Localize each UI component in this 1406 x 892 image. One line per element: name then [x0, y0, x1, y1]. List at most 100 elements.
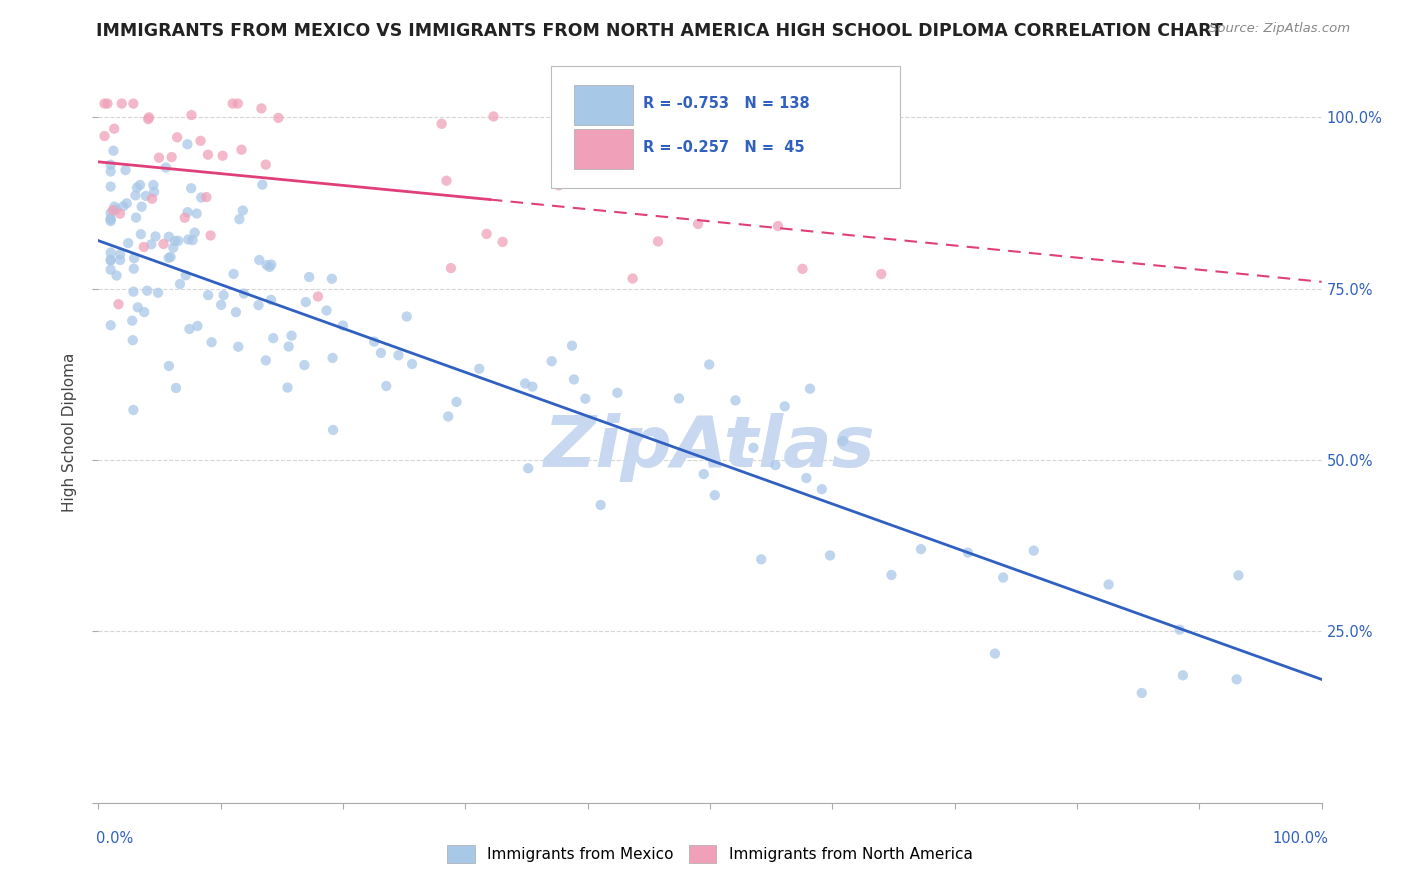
Point — [212, 288, 235, 302]
Point — [697, 358, 720, 372]
Point — [1022, 543, 1045, 558]
Point — [125, 211, 148, 225]
Point — [252, 178, 274, 192]
Point — [315, 303, 337, 318]
Point — [232, 286, 254, 301]
Point — [176, 205, 198, 219]
Point — [1130, 686, 1153, 700]
Point — [956, 546, 979, 560]
Point — [108, 247, 131, 261]
Point — [181, 233, 204, 247]
Point — [247, 298, 270, 312]
Point — [221, 96, 243, 111]
Point — [122, 251, 145, 265]
Point — [250, 102, 273, 116]
Point — [101, 203, 124, 218]
Point — [322, 351, 344, 365]
Point — [322, 423, 344, 437]
Point — [125, 180, 148, 194]
Point — [792, 261, 814, 276]
Point — [200, 228, 222, 243]
Point — [468, 361, 491, 376]
Point — [160, 150, 183, 164]
Point — [146, 285, 169, 300]
Point — [197, 288, 219, 302]
Point — [121, 313, 143, 327]
Point — [100, 253, 122, 268]
Point — [747, 175, 769, 189]
Point — [100, 262, 122, 277]
Point — [138, 111, 160, 125]
Point — [122, 403, 145, 417]
Text: 0.0%: 0.0% — [96, 831, 132, 846]
Text: IMMIGRANTS FROM MEXICO VS IMMIGRANTS FROM NORTH AMERICA HIGH SCHOOL DIPLOMA CORR: IMMIGRANTS FROM MEXICO VS IMMIGRANTS FRO… — [96, 22, 1222, 40]
Point — [209, 298, 232, 312]
Point — [100, 211, 122, 226]
Point — [180, 108, 202, 122]
Point — [105, 268, 128, 283]
Point — [129, 178, 152, 192]
Point — [749, 552, 772, 566]
Point — [693, 467, 716, 481]
Point — [515, 376, 537, 391]
Point — [124, 188, 146, 202]
Point — [132, 240, 155, 254]
Point — [100, 206, 122, 220]
Point — [100, 164, 122, 178]
Point — [280, 328, 302, 343]
Point — [148, 151, 170, 165]
Point — [134, 305, 156, 319]
Point — [108, 252, 131, 267]
Point — [880, 568, 903, 582]
Point — [799, 382, 821, 396]
Point — [984, 647, 1007, 661]
Point — [155, 161, 177, 175]
Point — [1171, 668, 1194, 682]
Point — [93, 96, 115, 111]
Point — [122, 285, 145, 299]
Point — [114, 163, 136, 178]
Point — [141, 237, 163, 252]
Point — [703, 488, 725, 502]
Point — [190, 190, 212, 204]
Point — [370, 346, 392, 360]
Point — [1227, 568, 1250, 582]
Point — [517, 461, 540, 475]
Point — [574, 392, 596, 406]
Point — [180, 181, 202, 195]
Point — [491, 235, 513, 249]
Point — [475, 227, 498, 241]
Point — [794, 471, 817, 485]
Point — [277, 380, 299, 394]
Point — [482, 110, 505, 124]
Point — [292, 358, 315, 372]
Point — [262, 331, 284, 345]
Point — [165, 381, 187, 395]
Point — [522, 379, 544, 393]
Point — [179, 322, 201, 336]
Point — [562, 372, 585, 386]
Point — [169, 277, 191, 291]
Point — [766, 219, 789, 233]
Point — [159, 250, 181, 264]
Point — [174, 268, 197, 283]
Point — [375, 379, 398, 393]
Point — [1097, 577, 1119, 591]
Point — [152, 236, 174, 251]
Point — [547, 178, 569, 193]
Point — [167, 234, 190, 248]
Point — [100, 245, 122, 260]
Point — [122, 261, 145, 276]
Point — [141, 192, 163, 206]
Point — [298, 270, 321, 285]
Point — [142, 178, 165, 192]
Point — [247, 252, 270, 267]
Point — [260, 258, 283, 272]
Point — [127, 301, 149, 315]
Point — [108, 207, 131, 221]
Point — [200, 335, 222, 350]
Point — [259, 260, 281, 274]
Point — [103, 121, 125, 136]
Text: R = -0.753   N = 138: R = -0.753 N = 138 — [643, 95, 810, 111]
Point — [135, 189, 157, 203]
